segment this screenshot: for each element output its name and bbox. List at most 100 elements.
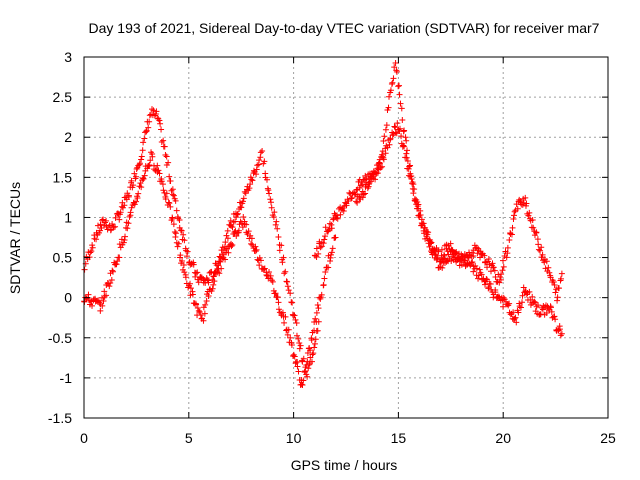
data-point [147,157,154,164]
data-point [354,199,361,206]
data-point [121,202,128,209]
data-point [321,275,328,282]
data-point [88,248,95,255]
data-point [382,126,389,133]
data-point [401,143,408,150]
data-point [99,294,106,301]
data-point [138,153,145,160]
data-point [235,227,242,234]
data-point [309,351,316,358]
data-point [89,244,96,251]
data-point [407,173,414,180]
data-point [103,292,110,299]
data-point [515,309,522,316]
data-point [300,355,307,362]
data-point [158,138,165,145]
data-point [124,225,131,232]
data-point [205,279,212,286]
data-point [171,228,178,235]
data-point [101,293,108,300]
data-point [403,137,410,144]
data-point [500,303,507,310]
data-point [128,177,135,184]
data-point [103,217,110,224]
data-point [233,232,240,239]
data-point [203,297,210,304]
data-point [476,266,483,273]
data-point [278,242,285,249]
data-point [281,270,288,277]
data-point [101,288,108,295]
data-point [427,238,434,245]
data-point [266,269,273,276]
data-point [113,261,120,268]
data-point [246,185,253,192]
data-point [440,256,447,263]
data-point [411,197,418,204]
data-point [535,302,542,309]
data-point [152,111,159,118]
data-point [240,214,247,221]
data-point [110,224,117,231]
data-point [293,320,300,327]
data-point [260,266,267,273]
data-point [326,220,333,227]
data-point [228,243,235,250]
data-point [519,299,526,306]
data-point [404,147,411,154]
data-point [295,335,302,342]
data-point [380,156,387,163]
series-satellite-track-B [81,149,339,389]
data-point [138,156,145,163]
data-point [240,195,247,202]
data-point [383,122,390,129]
data-point [119,204,126,211]
data-point [504,244,511,251]
data-point [298,381,305,388]
data-point [89,242,96,249]
data-point [156,117,163,124]
data-point [252,248,259,255]
data-point [376,160,383,167]
data-point [530,224,537,231]
data-point [522,194,529,201]
data-point [417,211,424,218]
data-point [330,216,337,223]
data-point [284,331,291,338]
data-point [169,186,176,193]
data-point [558,270,565,277]
axis-ticks: 0 5 10 15 20 25 -1.5 -1 -0.5 0 0.5 1 1.5 2 2.5 3 [48,49,616,446]
data-point [192,273,199,280]
data-point [512,314,519,321]
data-point [441,252,448,259]
data-point [140,175,147,182]
data-point [448,258,455,265]
data-point [263,176,270,183]
data-point [506,300,513,307]
data-point [165,159,172,166]
data-point [293,332,300,339]
data-point [519,292,526,299]
data-point [267,272,274,279]
data-point [400,142,407,149]
data-point [179,258,186,265]
data-point [256,262,263,269]
data-point [167,203,174,210]
data-point [283,327,290,334]
data-point [194,269,201,276]
data-point [305,365,312,372]
data-point [523,200,530,207]
data-point [257,149,264,156]
data-point [558,275,565,282]
data-point [307,347,314,354]
data-point [242,190,249,197]
data-point [500,294,507,301]
data-point [211,278,218,285]
data-point [194,305,201,312]
data-point [430,247,437,254]
data-point [145,124,152,131]
data-point [222,256,229,263]
data-point [247,181,254,188]
data-point [190,261,197,268]
data-point [533,229,540,236]
